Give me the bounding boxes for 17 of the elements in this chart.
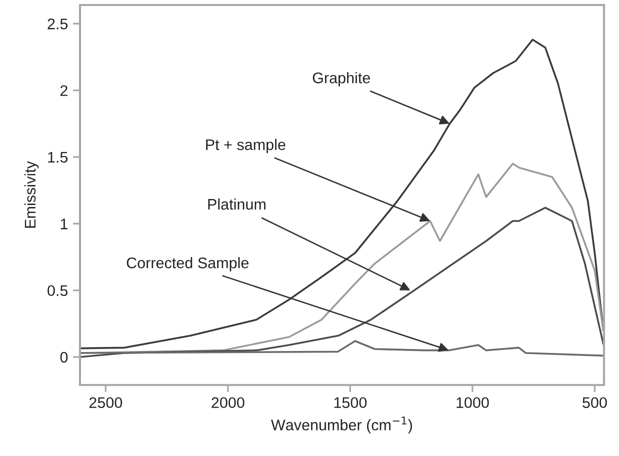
annotation: Pt + sample [206,138,286,154]
x-tick-label: 500 [582,397,607,408]
y-tick-label: 1.5 [48,152,68,163]
annotation: Corrected Sample [126,257,249,272]
y-tick-label: 2.5 [48,18,68,30]
y-tick-label: 2 [60,85,68,96]
x-tick-label: 1000 [456,397,489,408]
y-tick-label: 0.5 [48,285,68,296]
x-tick-label: 1500 [334,397,367,408]
x-tick-label: 2000 [212,397,244,408]
y-axis-title: Emissivity [24,161,39,228]
annotation: Platinum [208,198,266,210]
y-tick-label: 1 [60,218,68,230]
y-tick-label: 0 [60,352,68,363]
annotation: Graphite [312,72,370,86]
x-axis-title: Wavenumber (cm$^{−1}$) [271,416,412,434]
x-tick-label: 2500 [89,397,122,408]
